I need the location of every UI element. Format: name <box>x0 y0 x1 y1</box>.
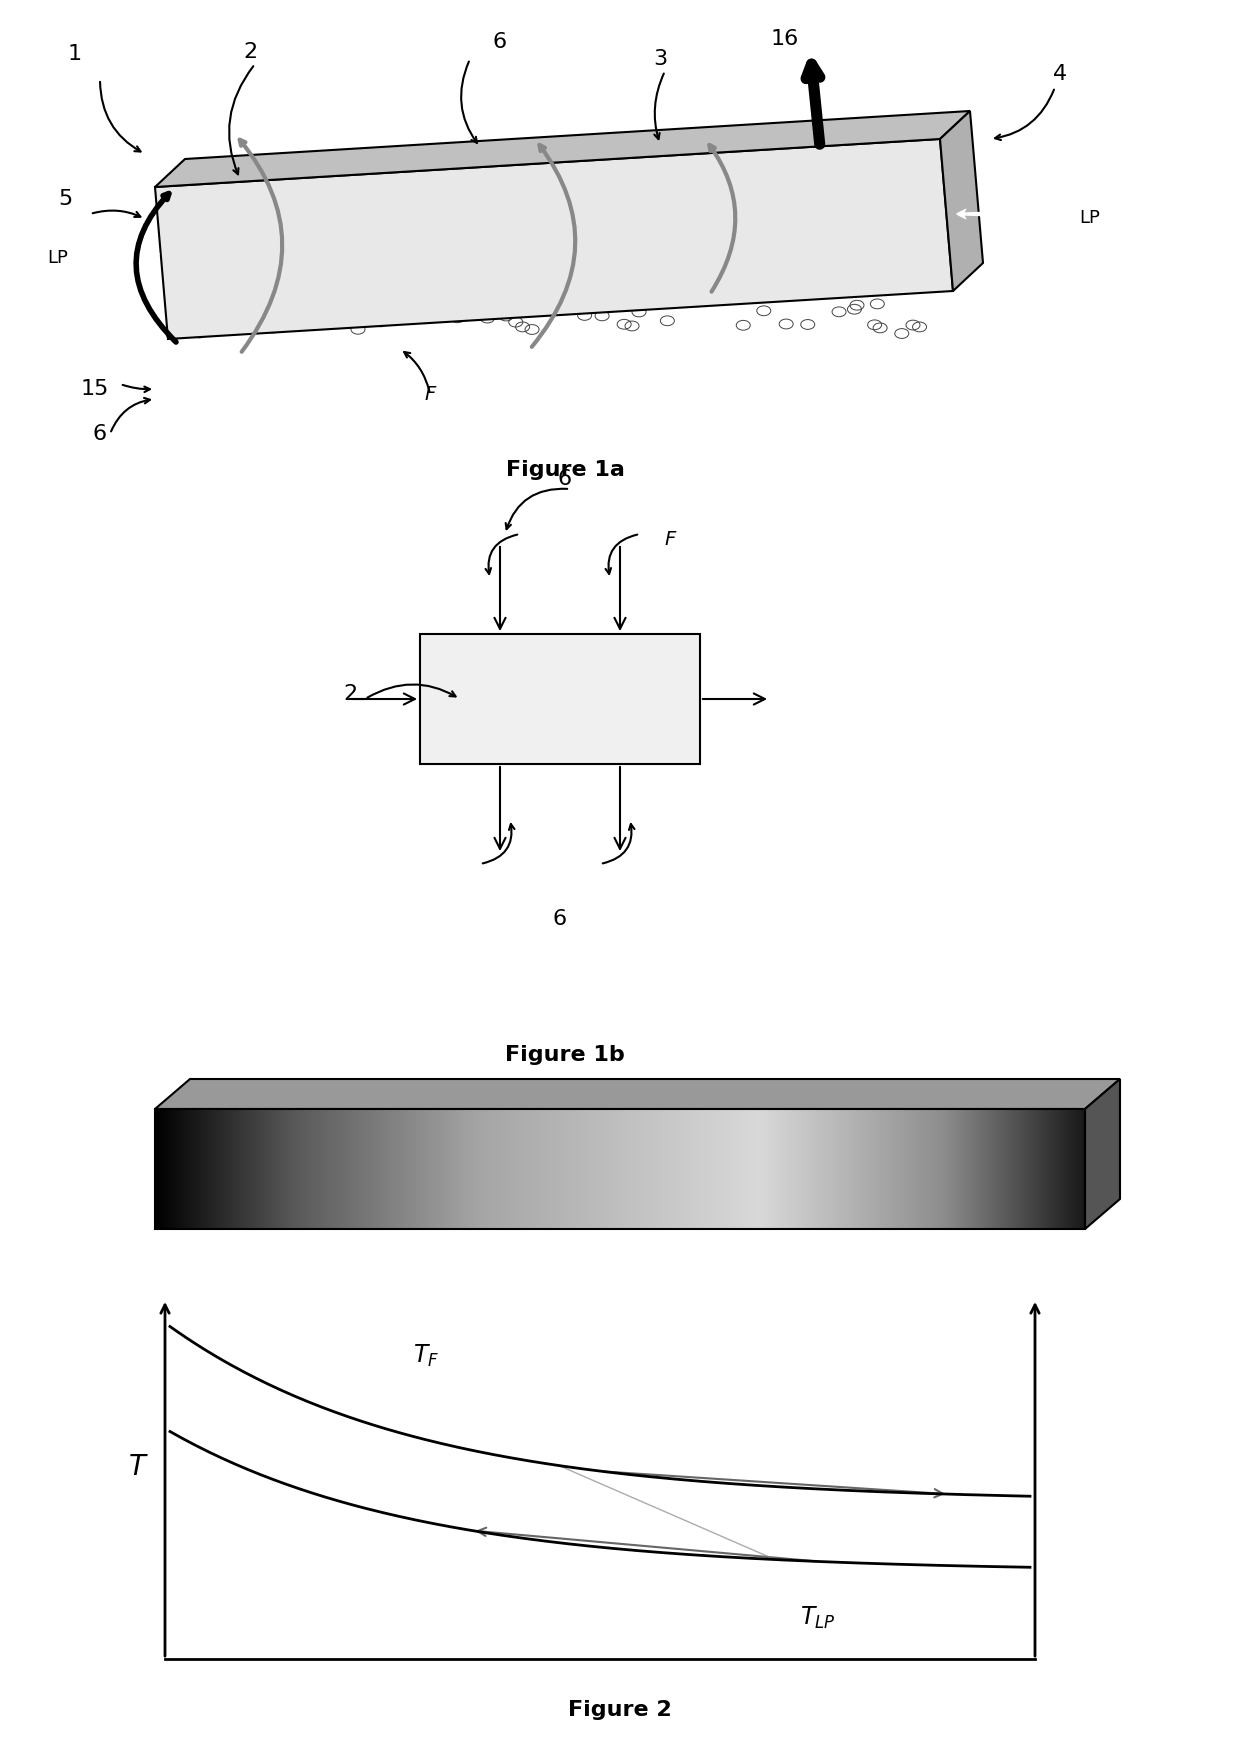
Text: Figure 1a: Figure 1a <box>506 460 625 479</box>
Polygon shape <box>155 1079 1120 1109</box>
Text: 3: 3 <box>653 49 667 68</box>
Text: 15: 15 <box>81 379 109 398</box>
Text: LP: LP <box>1080 209 1100 226</box>
Polygon shape <box>1085 1079 1120 1228</box>
Text: 2: 2 <box>343 684 357 704</box>
Text: 2: 2 <box>243 42 257 61</box>
Bar <box>420 635 701 765</box>
Text: F: F <box>665 530 676 549</box>
Text: Figure 1b: Figure 1b <box>505 1044 625 1064</box>
Text: T: T <box>129 1453 145 1481</box>
Text: $T_F$: $T_F$ <box>413 1341 439 1367</box>
Text: $T_{LP}$: $T_{LP}$ <box>800 1604 836 1630</box>
Bar <box>155 1109 1085 1228</box>
Text: 6: 6 <box>93 423 107 444</box>
Text: Figure 2: Figure 2 <box>568 1699 672 1718</box>
Text: 4: 4 <box>1053 63 1068 84</box>
Text: F: F <box>424 384 435 404</box>
Polygon shape <box>155 112 970 188</box>
Text: 6: 6 <box>558 469 572 488</box>
Text: 16: 16 <box>771 30 799 49</box>
Polygon shape <box>940 112 983 291</box>
Text: 6: 6 <box>553 909 567 928</box>
Text: 5: 5 <box>58 190 72 209</box>
Text: 1: 1 <box>68 44 82 63</box>
Text: LP: LP <box>47 249 68 267</box>
Text: 6: 6 <box>494 32 507 53</box>
Polygon shape <box>155 140 954 340</box>
